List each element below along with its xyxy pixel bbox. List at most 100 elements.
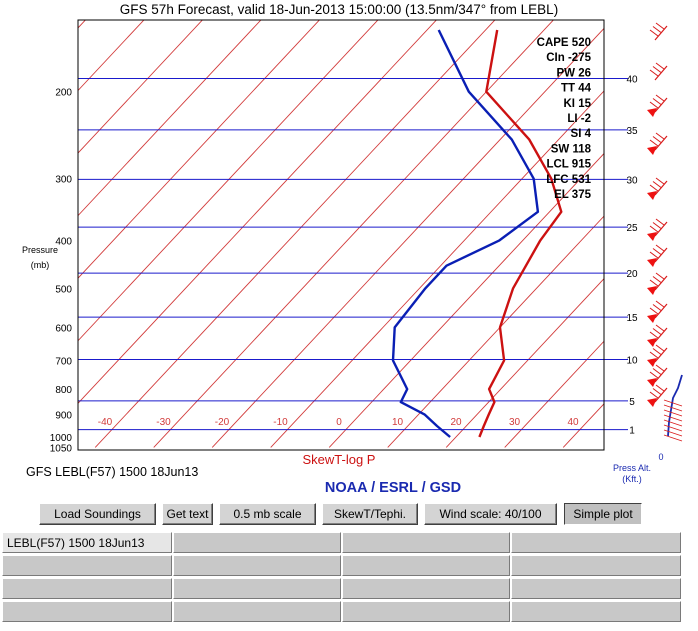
skewt-tephi-button[interactable]: SkewT/Tephi. xyxy=(322,503,418,525)
sounding-slot[interactable] xyxy=(511,601,681,622)
wind-barb-feather xyxy=(663,399,683,407)
sounding-slot[interactable] xyxy=(342,555,510,576)
wind-profile-trace xyxy=(667,374,683,437)
stability-index: LFC 531 xyxy=(546,174,591,186)
wind-barb-feather xyxy=(652,368,662,375)
pressure-tick-label: 1050 xyxy=(50,443,73,454)
temperature-tick-label: 0 xyxy=(336,417,342,428)
altitude-tick-label: 30 xyxy=(626,175,638,186)
dewpoint-profile xyxy=(391,29,540,438)
wind-barb-feather xyxy=(649,351,659,359)
stability-index: PW 26 xyxy=(556,67,591,79)
wind-barb-feather xyxy=(652,98,662,105)
temperature-tick-label: 40 xyxy=(567,417,579,428)
stability-index: SI 4 xyxy=(571,128,592,140)
isotherm-line xyxy=(0,0,46,447)
sounding-slot[interactable] xyxy=(173,555,341,576)
wind-barb-icon xyxy=(654,275,668,291)
soundings-list: LEBL(F57) 1500 18Jun13 xyxy=(2,530,682,630)
temperature-tick-label: 10 xyxy=(392,417,404,428)
wind-barb-feather xyxy=(652,304,662,311)
isotherm-line xyxy=(270,90,604,448)
isotherm-line xyxy=(78,20,321,279)
wind-barb-feather xyxy=(663,434,683,442)
wind-barb-feather xyxy=(649,184,659,192)
wind-barb-feather xyxy=(655,364,665,372)
wind-barb-pennant-icon xyxy=(647,146,657,155)
wind-barb-feather xyxy=(649,225,659,233)
isotherm-line xyxy=(328,152,604,448)
plot-frame xyxy=(77,19,605,451)
sounding-slot-selected[interactable]: LEBL(F57) 1500 18Jun13 xyxy=(2,532,172,553)
sounding-slot[interactable] xyxy=(511,532,681,553)
isotherm-line xyxy=(78,20,87,29)
load-soundings-button[interactable]: Load Soundings xyxy=(39,503,156,525)
wind-barb-pennant-icon xyxy=(647,398,657,407)
half-mb-scale-button[interactable]: 0.5 mb scale xyxy=(219,503,316,525)
wind-barb-pennant-icon xyxy=(647,314,657,323)
isotherm-line xyxy=(78,20,145,92)
altitude-tick-label: 25 xyxy=(626,223,638,234)
sounding-slot[interactable] xyxy=(173,601,341,622)
wind-scale-button[interactable]: Wind scale: 40/100 xyxy=(424,503,557,525)
altitude-tick-label: 1 xyxy=(629,426,635,437)
sounding-slot[interactable] xyxy=(511,555,681,576)
wind-barb-icon xyxy=(654,25,668,41)
sounding-slot[interactable] xyxy=(342,578,510,599)
isotherm-line xyxy=(78,20,438,404)
sounding-slot[interactable] xyxy=(342,532,510,553)
isotherm-line xyxy=(78,20,204,154)
temperature-tick-label: 20 xyxy=(450,417,462,428)
sounding-slot[interactable] xyxy=(2,601,172,622)
temperature-profile xyxy=(478,29,563,438)
sounding-slot[interactable] xyxy=(173,532,341,553)
wind-barb-feather xyxy=(655,384,665,392)
wind-barb-feather xyxy=(649,69,659,77)
sounding-slot[interactable] xyxy=(342,601,510,622)
wind-barb-icon xyxy=(654,97,668,113)
wind-barb-feather xyxy=(652,328,662,335)
wind-barb-feather xyxy=(655,62,665,70)
altitude-tick-label: 20 xyxy=(626,269,638,280)
wind-barb-icon xyxy=(654,180,668,196)
wind-barb-feather xyxy=(649,29,659,37)
wind-barb-feather xyxy=(649,139,659,147)
sounding-slot[interactable] xyxy=(2,555,172,576)
pressure-tick-label: 800 xyxy=(55,385,72,396)
wind-barb-feather xyxy=(655,22,665,30)
wind-barb-feather xyxy=(655,218,665,226)
wind-barb-pennant-icon xyxy=(647,286,657,295)
sounding-slot[interactable] xyxy=(2,578,172,599)
stability-index: KI 15 xyxy=(564,98,592,110)
wind-barb-feather xyxy=(652,181,662,188)
simple-plot-button[interactable]: Simple plot xyxy=(564,503,642,525)
wind-barb-feather xyxy=(652,276,662,283)
wind-barb-icon xyxy=(654,221,668,237)
isotherm-line xyxy=(78,20,262,217)
pressure-tick-label: 600 xyxy=(55,323,72,334)
wind-barb-pennant-icon xyxy=(647,338,657,347)
wind-barb-icon xyxy=(654,65,668,81)
temperature-tick-label: -20 xyxy=(215,417,230,428)
altitude-tick-label: 40 xyxy=(626,74,638,85)
isotherm-line xyxy=(387,215,604,448)
wind-barb-feather xyxy=(649,331,659,339)
station-label: GFS LEBL(F57) 1500 18Jun13 xyxy=(26,465,198,479)
sounding-slot[interactable] xyxy=(511,578,681,599)
sounding-slot[interactable] xyxy=(173,578,341,599)
pressure-tick-label: 400 xyxy=(55,236,72,247)
wind-barb-feather xyxy=(655,132,665,140)
wind-barb-feather xyxy=(652,248,662,255)
wind-barb-feather xyxy=(649,251,659,259)
pressure-tick-label: 500 xyxy=(55,284,72,295)
altitude-tick-label: 5 xyxy=(629,397,635,408)
diagram-type-label: SkewT-log P xyxy=(303,452,376,467)
stability-index: LI -2 xyxy=(567,113,591,125)
wind-barb-feather xyxy=(663,424,683,432)
get-text-button[interactable]: Get text xyxy=(162,503,213,525)
wind-profile-zero-label: 0 xyxy=(658,452,663,462)
wind-barb-feather xyxy=(652,222,662,229)
pressure-tick-label: 700 xyxy=(55,356,72,367)
stability-index: LCL 915 xyxy=(546,159,591,171)
wind-barb-icon xyxy=(654,247,668,263)
